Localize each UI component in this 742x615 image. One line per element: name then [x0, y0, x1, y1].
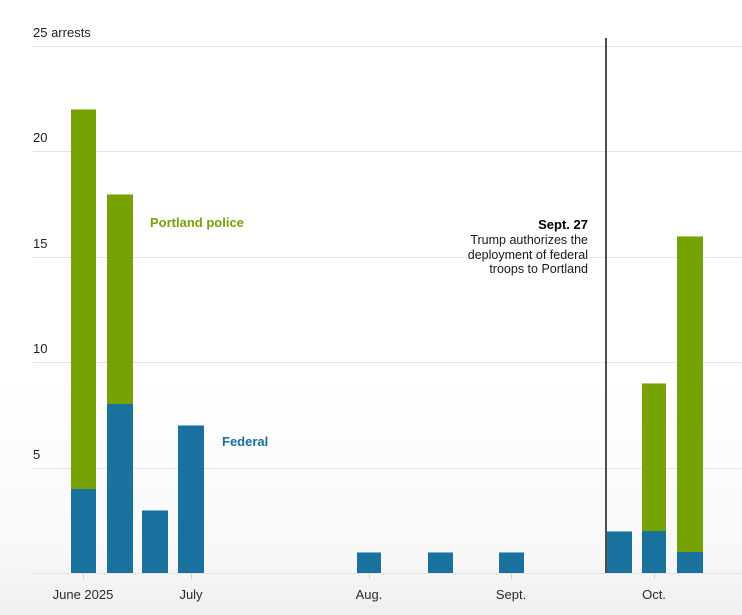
- bar-segment-federal: [357, 551, 381, 573]
- x-axis-tick: [511, 573, 512, 579]
- bar-segment-federal: [142, 509, 168, 573]
- y-axis-label-25: 25 arrests: [33, 25, 91, 40]
- bar-segment-federal: [107, 404, 133, 573]
- x-axis-tick: [369, 573, 370, 579]
- x-axis-label-aug-: Aug.: [355, 587, 383, 602]
- bar-segment-portland-police: [107, 193, 133, 405]
- event-line: [605, 38, 607, 573]
- y-axis-label-15: 15: [33, 235, 48, 251]
- x-axis-label-june-2025: June 2025: [52, 587, 114, 602]
- legend-federal: Federal: [222, 434, 269, 449]
- gridline-5: [33, 467, 742, 469]
- y-axis-label-5: 5: [33, 446, 41, 462]
- bar-segment-federal: [677, 551, 703, 573]
- gridline-15: [33, 256, 742, 258]
- y-axis-label-20: 20: [33, 130, 48, 146]
- legend-portland-police: Portland police: [150, 215, 244, 230]
- x-axis-label-sept-: Sept.: [495, 587, 527, 602]
- gridline-0: [33, 573, 742, 574]
- annotation-date: Sept. 27: [538, 217, 588, 232]
- annotation-line: deployment of federal: [467, 247, 588, 262]
- bar-segment-federal: [178, 425, 204, 573]
- x-axis-tick: [191, 573, 192, 579]
- x-axis-tick: [654, 573, 655, 579]
- x-axis-label-oct-: Oct.: [642, 587, 666, 602]
- y-axis-label-10: 10: [33, 341, 48, 357]
- bar-segment-portland-police: [71, 109, 96, 489]
- event-annotation: Sept. 27 Trump authorizes the deployment…: [467, 217, 588, 277]
- annotation-line: Trump authorizes the: [470, 232, 588, 247]
- gridline-10: [33, 362, 742, 364]
- bar-segment-portland-police: [642, 383, 666, 531]
- gridline-20: [33, 151, 742, 153]
- bar-segment-federal: [606, 530, 632, 573]
- bar-segment-federal: [499, 551, 524, 573]
- bar-segment-portland-police: [677, 235, 703, 552]
- gridline-25: [33, 46, 742, 47]
- x-axis-label-july: July: [179, 587, 203, 602]
- bar-segment-federal: [71, 488, 96, 573]
- x-axis-tick: [83, 573, 84, 579]
- annotation-line: troops to Portland: [489, 262, 588, 277]
- bar-segment-federal: [642, 530, 666, 573]
- bar-segment-federal: [428, 551, 453, 573]
